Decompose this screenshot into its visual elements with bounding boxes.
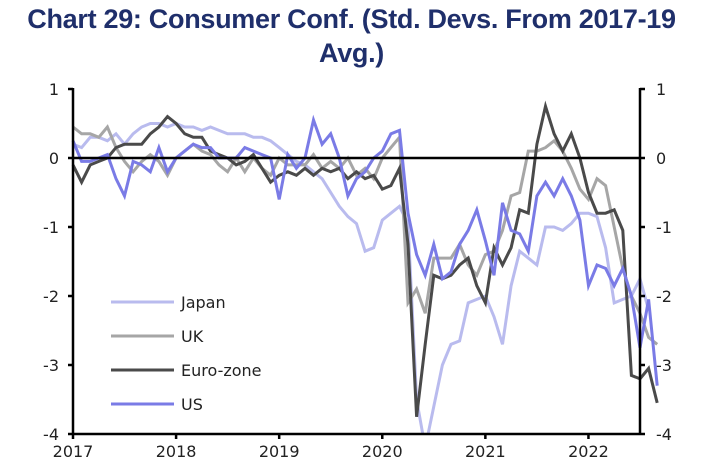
right-y-tick-label: 1 [656, 80, 666, 99]
left-y-tick-label: -2 [43, 287, 59, 306]
chart-title: Chart 29: Consumer Conf. (Std. Devs. Fro… [27, 4, 676, 68]
left-y-tick-label: -4 [43, 425, 59, 444]
series-line-euro-zone [71, 100, 659, 417]
x-tick-label: 2021 [465, 442, 506, 461]
legend: Japan UK Euro-zone US [111, 293, 262, 414]
left-y-tick-label: -3 [43, 356, 59, 375]
right-y-tick-label: -1 [656, 218, 672, 237]
legend-label-us: US [181, 395, 203, 414]
left-y-tick-label: 1 [49, 80, 59, 99]
legend-label-euro-zone: Euro-zone [181, 361, 262, 380]
right-y-tick-label: 0 [656, 149, 666, 168]
series-layer [0, 100, 703, 465]
left-y-tick-label: -1 [43, 218, 59, 237]
right-y-tick-label: -4 [656, 425, 672, 444]
series-line-uk [72, 124, 659, 346]
legend-label-japan: Japan [180, 293, 226, 312]
x-tick-label: 2018 [156, 442, 197, 461]
x-tick-label: 2017 [53, 442, 94, 461]
x-tick-label: 2022 [568, 442, 609, 461]
bottom-mask [0, 435, 703, 465]
left-y-tick-label: 0 [49, 149, 59, 168]
series-line-us [71, 114, 659, 386]
right-y-tick-label: -2 [656, 287, 672, 306]
x-tick-label: 2019 [259, 442, 300, 461]
x-tick-label: 2020 [362, 442, 403, 461]
series-line-japan [72, 121, 651, 449]
right-y-tick-label: -3 [656, 356, 672, 375]
legend-label-uk: UK [181, 327, 204, 346]
